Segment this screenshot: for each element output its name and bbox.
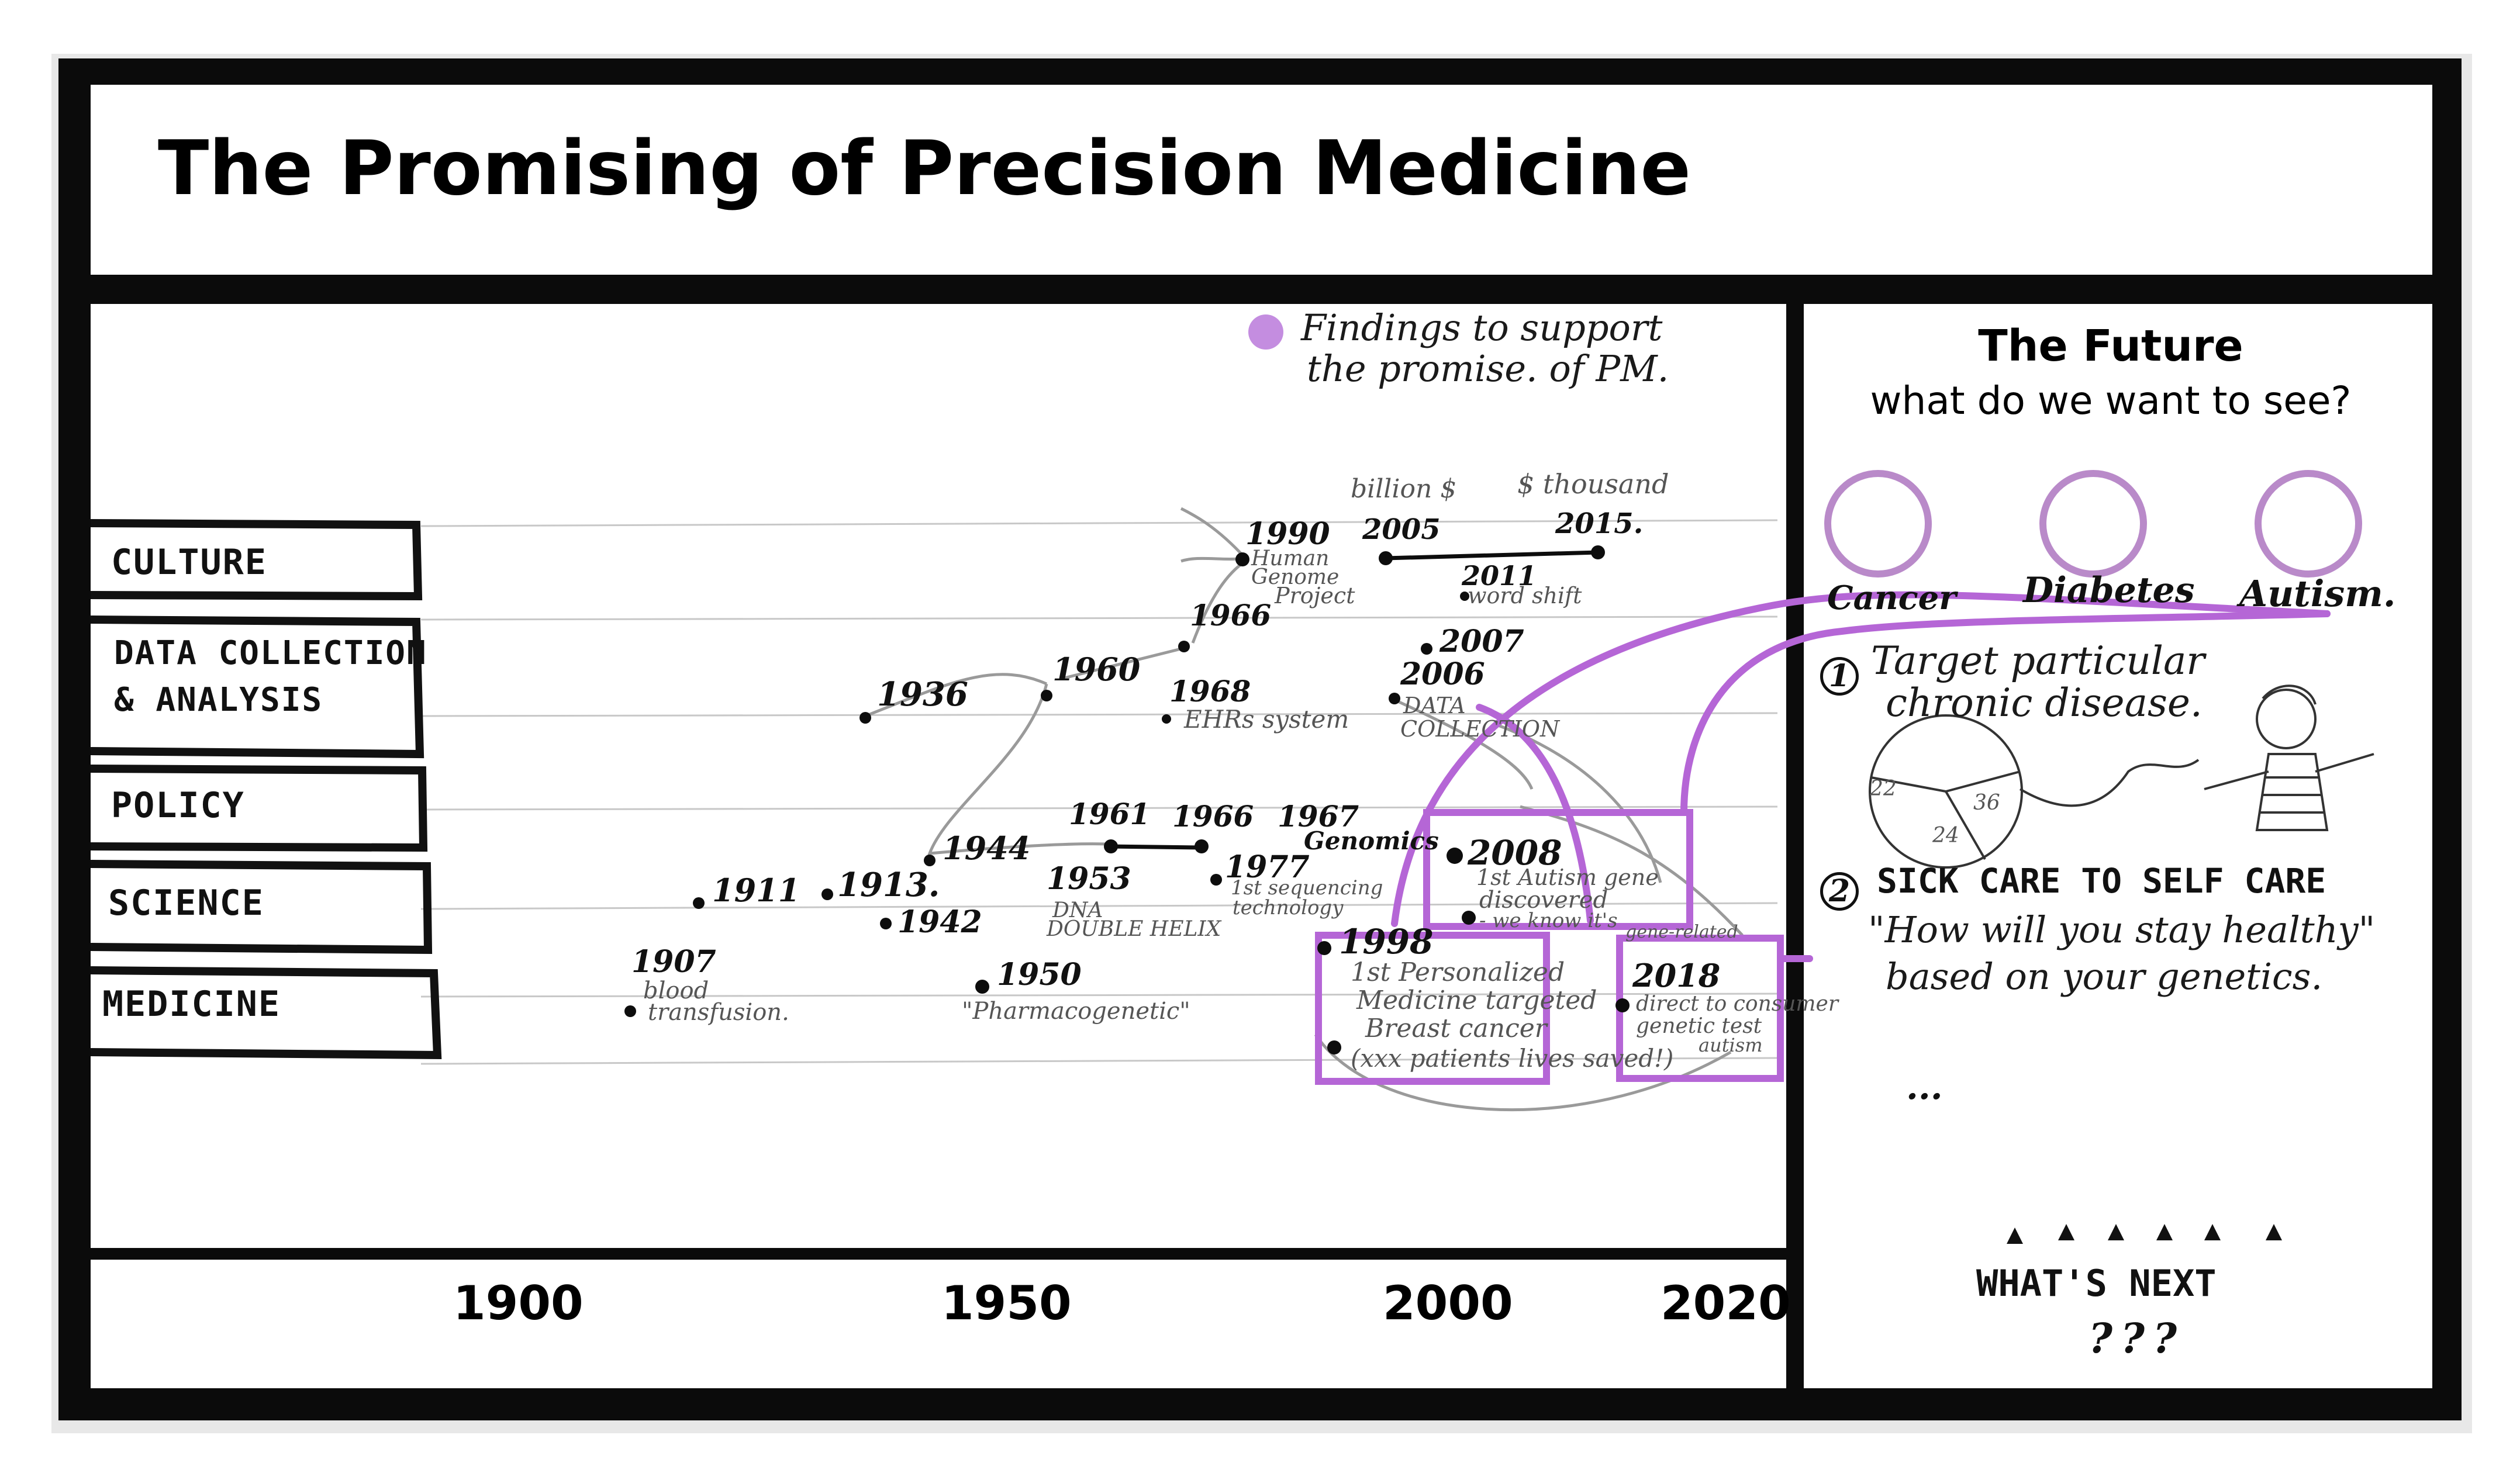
event-2008-desc-2: discovered	[1479, 887, 1608, 914]
event-1998: 1998	[1339, 922, 1434, 962]
event-1966-science: 1966	[1172, 799, 1254, 834]
event-1990-desc-2: Genome	[1251, 565, 1340, 589]
event-1953: 1953	[1047, 861, 1131, 897]
timeline-links	[1110, 550, 1599, 850]
axis-year-1900: 1900	[453, 1276, 584, 1330]
event-1990: 1990	[1245, 516, 1330, 552]
event-2008-desc-1: 1st Autism gene	[1476, 865, 1659, 890]
event-2008-desc-4: gene-related	[1625, 922, 1738, 942]
carets	[2007, 1224, 2282, 1244]
axis-year-2020: 2020	[1661, 1276, 1791, 1330]
category-science: SCIENCE	[108, 883, 264, 924]
goal-1-line-1: Target particular	[1871, 638, 2205, 683]
event-2008-desc-3: - we know it's	[1479, 909, 1618, 932]
event-1990-desc-1: Human	[1251, 547, 1330, 570]
axis-year-2000: 2000	[1383, 1276, 1513, 1330]
event-1913: 1913.	[837, 866, 940, 904]
future-panel	[1804, 304, 2432, 1388]
cost-thousand: $ thousand	[1517, 468, 1669, 500]
future-circles	[1824, 470, 2362, 578]
event-2018-desc-1: direct to consumer	[1636, 992, 1839, 1016]
future-title: The Future	[1978, 321, 2243, 371]
title-panel	[91, 85, 2432, 275]
event-1998-desc-3: Breast cancer	[1365, 1014, 1547, 1043]
goal-2-number: 2	[1820, 872, 1859, 911]
future-ellipsis: ...	[1906, 1067, 1943, 1108]
goal-1-line-2: chronic disease.	[1886, 680, 2203, 725]
goal-2-line-1: SICK CARE TO SELF CARE	[1877, 861, 2326, 901]
disease-cancer: Cancer	[1827, 579, 1956, 617]
event-2006-desc-1: DATA	[1403, 693, 1466, 718]
event-1990-desc-3: Project	[1275, 583, 1355, 608]
event-2011: 2011	[1462, 560, 1537, 592]
event-2015: 2015.	[1555, 507, 1644, 540]
goal-2-line-2: "How will you stay healthy"	[1868, 908, 2376, 951]
event-1942: 1942	[897, 904, 982, 940]
event-2006-desc-2: COLLECTION	[1400, 716, 1560, 742]
disease-diabetes: Diabetes	[2023, 570, 2195, 611]
goal-1-number: 1	[1820, 657, 1859, 696]
person-sketch	[2204, 684, 2374, 831]
event-2018-desc-3: autism	[1699, 1034, 1763, 1056]
category-medicine: MEDICINE	[102, 984, 281, 1025]
event-1977-desc-1: 1st sequencing	[1231, 876, 1383, 900]
event-1907: 1907	[631, 944, 716, 980]
event-1998-desc-2: Medicine targeted	[1356, 986, 1597, 1015]
pie-label-36: 36	[1973, 791, 2000, 815]
event-1907-desc-1: blood	[643, 977, 709, 1004]
event-1998-desc-1: 1st Personalized	[1351, 957, 1565, 987]
axis-year-1950: 1950	[941, 1276, 1072, 1330]
category-data-collection: DATA COLLECTION	[114, 634, 427, 672]
event-2006: 2006	[1400, 656, 1485, 692]
event-2005: 2005	[1362, 513, 1441, 546]
event-1936: 1936	[877, 675, 968, 714]
pie-label-22: 22	[1870, 777, 1897, 801]
event-1961: 1961	[1069, 797, 1151, 831]
event-1950: 1950	[997, 957, 1082, 993]
event-1911: 1911	[712, 872, 800, 909]
timeline-dots	[624, 545, 1630, 1054]
event-1944: 1944	[943, 829, 1031, 867]
event-2008: 2008	[1468, 833, 1562, 873]
disease-autism: Autism.	[2239, 572, 2396, 615]
cost-billion: billion $	[1351, 474, 1457, 504]
legend-line-1: Findings to support	[1301, 306, 1663, 349]
event-1953-desc-1: DNA	[1052, 898, 1103, 922]
event-1907-desc-2: transfusion.	[648, 999, 789, 1026]
category-analysis: & ANALYSIS	[114, 681, 323, 719]
whats-next: WHAT'S NEXT	[1976, 1262, 2217, 1305]
lane-lines	[420, 519, 1778, 1065]
future-subtitle: what do we want to see?	[1870, 378, 2352, 423]
event-1960: 1960	[1052, 651, 1141, 688]
event-1968-desc: EHRs system	[1184, 705, 1349, 734]
pie-label-24: 24	[1932, 824, 1959, 848]
category-policy: POLICY	[111, 785, 245, 826]
event-1966-culture: 1966	[1190, 598, 1272, 632]
event-1950-desc: "Pharmacogenetic"	[962, 998, 1190, 1025]
event-1977-desc-2: technology	[1233, 896, 1344, 919]
event-1998-desc-4: (xxx patients lives saved!)	[1351, 1044, 1674, 1073]
goal-2-line-3: based on your genetics.	[1886, 955, 2323, 998]
axis-panel	[91, 1260, 1786, 1388]
event-1968: 1968	[1169, 674, 1251, 708]
legend-dot	[1248, 314, 1283, 350]
category-boxes	[90, 519, 442, 1060]
timeline-panel	[91, 304, 1786, 1248]
event-1967: 1967	[1278, 799, 1359, 834]
page-title: The Promising of Precision Medicine	[158, 125, 1691, 212]
purple-highlights	[1315, 591, 2331, 1085]
event-2007: 2007	[1439, 624, 1524, 659]
genomics-label: Genomics	[1304, 827, 1439, 855]
event-2018-desc-2: genetic test	[1636, 1014, 1762, 1038]
event-2018: 2018	[1632, 957, 1721, 994]
pie-sketch	[1869, 714, 2200, 869]
legend-line-2: the promise. of PM.	[1307, 347, 1669, 390]
category-culture: CULTURE	[111, 542, 267, 583]
question-marks: ???	[2089, 1314, 2186, 1363]
event-1953-desc-2: DOUBLE HELIX	[1047, 917, 1221, 941]
event-1977: 1977	[1225, 849, 1310, 885]
event-2011-desc: word shift	[1468, 583, 1582, 608]
